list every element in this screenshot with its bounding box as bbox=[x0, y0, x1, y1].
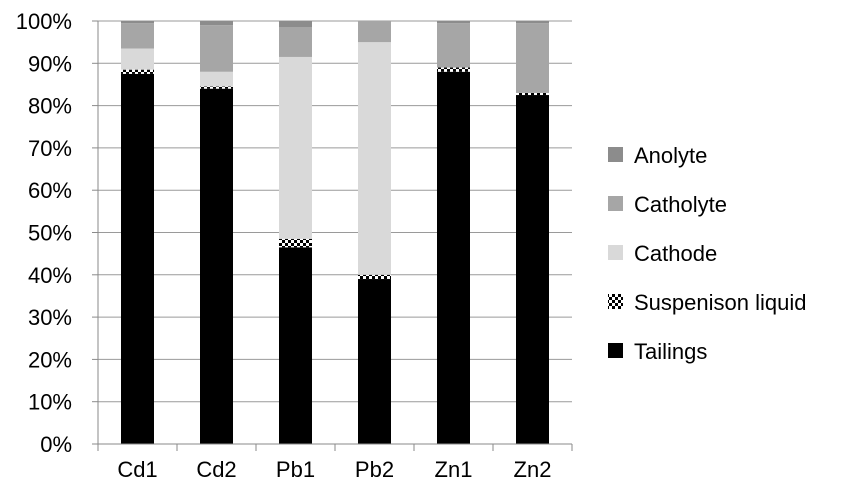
legend-label-suspenison-liquid: Suspenison liquid bbox=[634, 290, 806, 315]
bar-cd2-suspenison-liquid bbox=[200, 86, 233, 89]
y-tick-label: 80% bbox=[28, 94, 72, 119]
bar-pb2-tailings bbox=[358, 279, 391, 444]
bar-cd2-catholyte bbox=[200, 25, 233, 72]
gridlines bbox=[98, 20, 572, 403]
bar-cd1-cathode bbox=[121, 48, 154, 70]
legend-label-anolyte: Anolyte bbox=[634, 143, 707, 168]
legend-swatch-tailings bbox=[608, 343, 623, 358]
y-tick-label: 0% bbox=[40, 432, 72, 457]
bar-zn2-tailings bbox=[516, 95, 549, 445]
legend-swatch-anolyte bbox=[608, 147, 623, 162]
axes: 0% 10% 20% 30% 40% 50% 60% 70% 80% 90% 100% Cd1 Cd2 P… bbox=[16, 9, 573, 482]
y-tick-label: 40% bbox=[28, 263, 72, 288]
y-tick-label: 10% bbox=[28, 390, 72, 415]
bar-zn2-anolyte bbox=[516, 21, 549, 24]
bar-pb2-cathode bbox=[358, 42, 391, 275]
bar-pb1-catholyte bbox=[279, 27, 312, 57]
bar-cd2-tailings bbox=[200, 88, 233, 445]
y-tick-label: 90% bbox=[28, 51, 72, 76]
legend: Anolyte Catholyte Cathode Suspenison liquid… bbox=[608, 143, 806, 364]
bar-cd1-tailings bbox=[121, 73, 154, 444]
bar-zn1-catholyte bbox=[437, 23, 470, 68]
x-tick-label: Cd2 bbox=[196, 457, 236, 482]
y-tick-label: 70% bbox=[28, 136, 72, 161]
bar-zn1-tailings bbox=[437, 71, 470, 444]
legend-swatch-catholyte bbox=[608, 196, 623, 211]
y-tick-label: 50% bbox=[28, 221, 72, 246]
bar-cd1-catholyte bbox=[121, 23, 154, 49]
x-tick-label: Zn1 bbox=[435, 457, 473, 482]
bar-zn2-suspenison-liquid bbox=[516, 92, 549, 96]
bar-zn1-suspenison-liquid bbox=[437, 67, 470, 72]
y-tick-label: 30% bbox=[28, 305, 72, 330]
legend-label-cathode: Cathode bbox=[634, 241, 717, 266]
x-tick-label: Zn2 bbox=[514, 457, 552, 482]
bar-pb1-suspenison-liquid bbox=[279, 238, 312, 248]
bar-cd2-anolyte bbox=[200, 21, 233, 26]
x-tick-label: Cd1 bbox=[117, 457, 157, 482]
x-tick-label: Pb2 bbox=[355, 457, 394, 482]
bars bbox=[121, 21, 549, 445]
bar-pb1-anolyte bbox=[279, 21, 312, 28]
bar-pb1-tailings bbox=[279, 247, 312, 444]
bar-pb2-catholyte bbox=[358, 21, 391, 43]
bar-cd1-suspenison-liquid bbox=[121, 69, 154, 74]
y-tick-label: 60% bbox=[28, 178, 72, 203]
bar-zn2-catholyte bbox=[516, 23, 549, 93]
bar-zn1-anolyte bbox=[437, 21, 470, 24]
legend-swatch-suspenison-liquid bbox=[608, 294, 623, 309]
bar-cd2-cathode bbox=[200, 71, 233, 87]
legend-swatch-cathode bbox=[608, 245, 623, 260]
legend-label-catholyte: Catholyte bbox=[634, 192, 727, 217]
y-tick-label: 20% bbox=[28, 347, 72, 372]
legend-label-tailings: Tailings bbox=[634, 339, 707, 364]
y-tick-label: 100% bbox=[16, 9, 72, 34]
x-tick-label: Pb1 bbox=[276, 457, 315, 482]
bar-pb1-cathode bbox=[279, 56, 312, 239]
bar-cd1-anolyte bbox=[121, 21, 154, 24]
bar-pb2-suspenison-liquid bbox=[358, 274, 391, 280]
